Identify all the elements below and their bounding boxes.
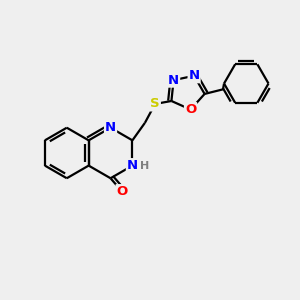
Text: N: N: [168, 74, 179, 87]
Text: N: N: [127, 159, 138, 172]
Text: H: H: [140, 160, 149, 171]
Text: O: O: [116, 185, 128, 198]
Text: N: N: [105, 121, 116, 134]
Text: N: N: [189, 69, 200, 82]
Text: S: S: [150, 98, 160, 110]
Text: O: O: [185, 103, 196, 116]
